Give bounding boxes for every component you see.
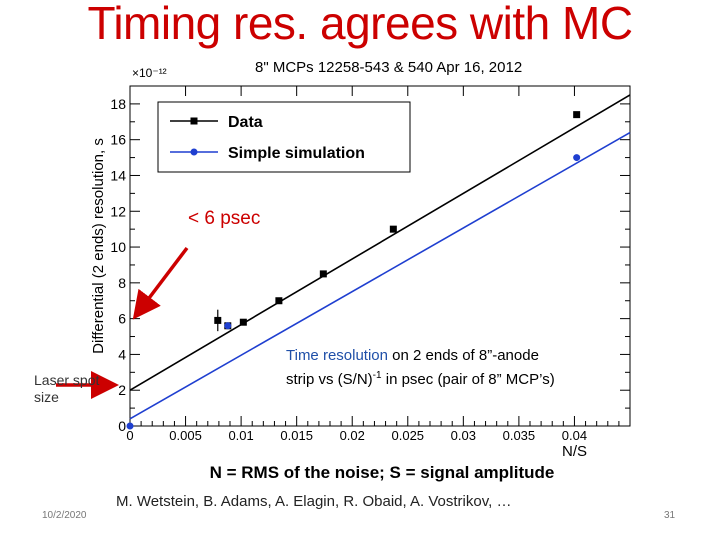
authors-line: M. Wetstein, B. Adams, A. Elagin, R. Oba… bbox=[116, 493, 512, 510]
x-tick-label: 0.015 bbox=[280, 428, 313, 443]
annotation-highlight: Time resolution bbox=[286, 347, 388, 364]
annotation-line1-rest: on 2 ends of 8”-anode bbox=[387, 347, 539, 364]
x-tick-label: 0.03 bbox=[451, 428, 476, 443]
x-tick-label: 0 bbox=[126, 428, 133, 443]
y-tick-label: 2 bbox=[118, 382, 126, 398]
y-tick-label: 4 bbox=[118, 346, 126, 362]
data-point-data bbox=[573, 111, 581, 119]
y-tick-label: 0 bbox=[118, 418, 126, 434]
page-number: 31 bbox=[664, 510, 676, 521]
psec-arrow bbox=[132, 246, 189, 320]
data-point-simulation bbox=[224, 322, 232, 330]
data-point-data bbox=[275, 297, 283, 305]
data-point-simulation bbox=[573, 154, 581, 162]
data-point-simulation bbox=[126, 422, 134, 430]
annotation-line-2: strip vs (S/N)-1 in psec (pair of 8” MCP… bbox=[286, 366, 555, 390]
y-tick-label: 18 bbox=[110, 96, 126, 112]
y-exponent-label: ×10⁻¹² bbox=[132, 66, 167, 80]
slide-title: Timing res. agrees with MC bbox=[87, 0, 633, 49]
y-tick-label: 14 bbox=[110, 167, 126, 183]
annotation-line-1: Time resolution on 2 ends of 8”-anode bbox=[286, 346, 555, 366]
legend-marker-simulation bbox=[190, 148, 198, 156]
y-tick-label: 12 bbox=[110, 203, 126, 219]
legend-marker-data bbox=[190, 117, 198, 125]
x-tick-label: 0.005 bbox=[169, 428, 202, 443]
psec-label: < 6 psec bbox=[188, 208, 261, 229]
legend-label-data: Data bbox=[228, 114, 263, 131]
legend-box bbox=[157, 101, 411, 173]
annotation-line2-a: strip vs (S/N) bbox=[286, 371, 373, 388]
y-tick-label: 6 bbox=[118, 311, 126, 327]
y-tick-label: 16 bbox=[110, 132, 126, 148]
x-tick-label: 0.025 bbox=[392, 428, 425, 443]
x-caption: N = RMS of the noise; S = signal amplitu… bbox=[210, 463, 555, 482]
slide-date: 10/2/2020 bbox=[42, 510, 87, 521]
x-tick-label: 0.04 bbox=[562, 428, 587, 443]
annotation-superscript: -1 bbox=[372, 370, 382, 381]
plot-frame bbox=[129, 85, 631, 427]
x-axis-label: N/S bbox=[562, 443, 587, 460]
fit-line-data bbox=[129, 94, 631, 391]
data-point-data bbox=[319, 270, 327, 278]
laser-spot-label: Laser spot size bbox=[34, 372, 100, 405]
chart-title: 8" MCPs 12258-543 & 540 Apr 16, 2012 bbox=[255, 59, 522, 76]
x-tick-label: 0.01 bbox=[228, 428, 253, 443]
legend-label-simulation: Simple simulation bbox=[228, 145, 365, 162]
fit-line-simulation bbox=[129, 131, 631, 420]
x-tick-label: 0.035 bbox=[503, 428, 536, 443]
time-resolution-annotation: Time resolution on 2 ends of 8”-anode st… bbox=[286, 346, 555, 390]
x-tick-label: 0.02 bbox=[340, 428, 365, 443]
y-tick-label: 10 bbox=[110, 239, 126, 255]
data-point-data bbox=[239, 318, 247, 326]
annotation-line2-b: in psec (pair of 8” MCP’s) bbox=[381, 371, 555, 388]
y-axis-label: Differential (2 ends) resolution, s bbox=[90, 138, 107, 354]
data-point-data bbox=[389, 225, 397, 233]
data-point-data bbox=[214, 316, 222, 324]
y-tick-label: 8 bbox=[118, 275, 126, 291]
